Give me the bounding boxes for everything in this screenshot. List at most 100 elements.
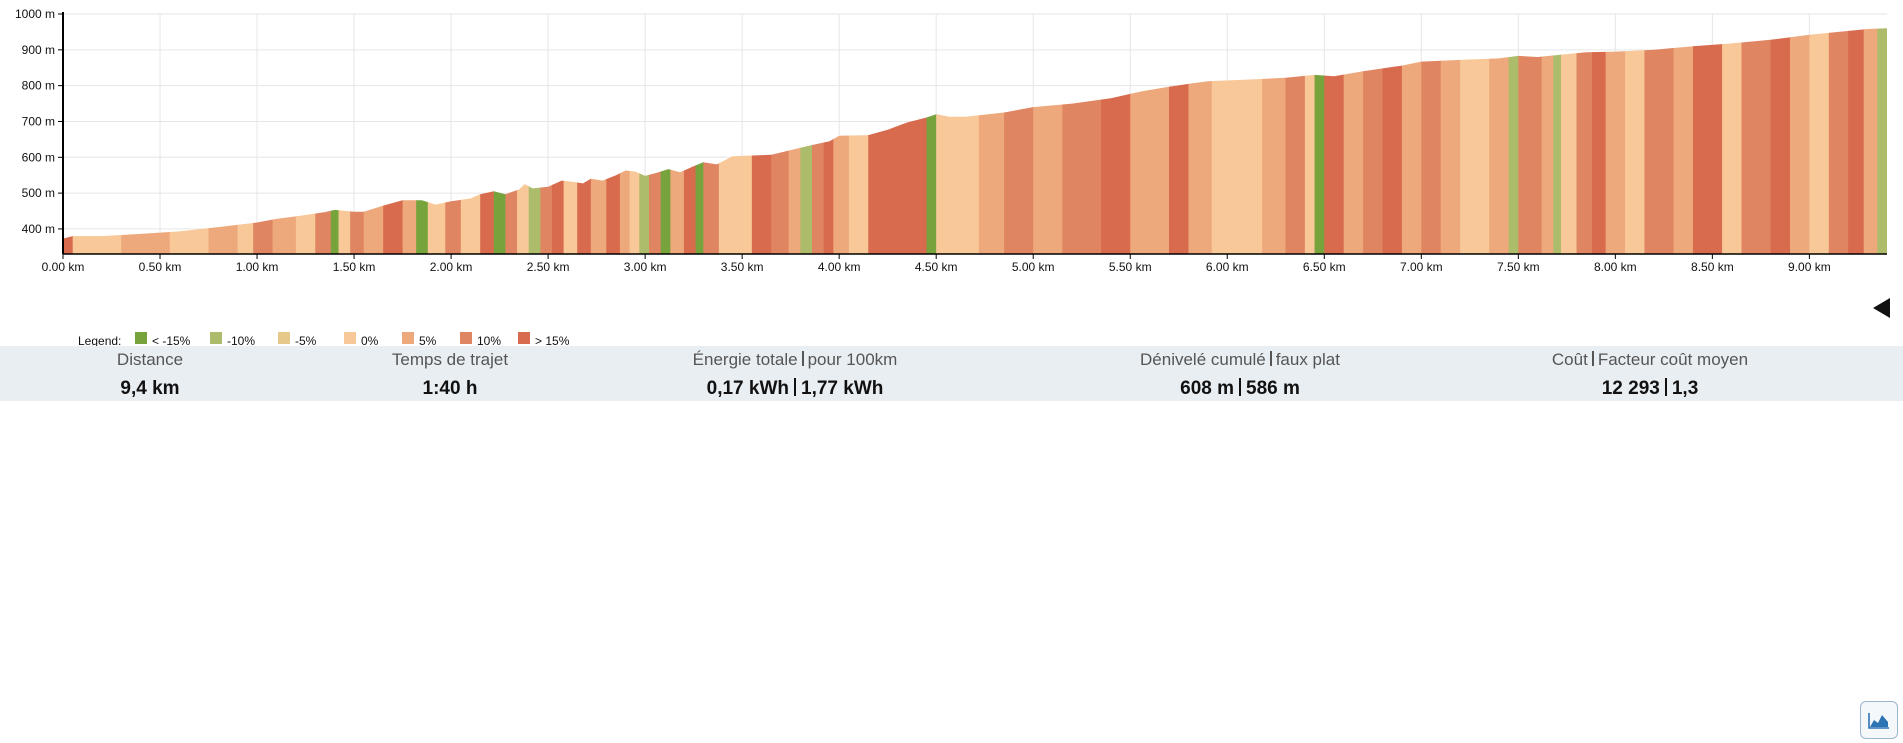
- gradient-segment: [868, 28, 898, 254]
- y-axis-ticks: 400 m 500 m 600 m 700 m 800 m 900 m 1000 m: [15, 7, 63, 236]
- distance-value: 9,4 km: [120, 378, 180, 399]
- gradient-segment: [823, 28, 834, 254]
- energy-value: 0,17 kWh 1,77 kWh: [645, 378, 945, 400]
- cost-factor-title: Facteur coût moyen: [1597, 350, 1749, 369]
- gradient-segment: [1625, 28, 1646, 254]
- stat-elevation: Dénivelé cumulé faux plat 608 m 586 m: [1090, 346, 1390, 400]
- stat-distance: Distance 9,4 km: [0, 346, 300, 400]
- gradient-segment: [330, 28, 340, 254]
- gradient-segment: [660, 28, 671, 254]
- gradient-segment: [1741, 28, 1772, 254]
- separator: [801, 351, 804, 366]
- x-tick-label: 6.50 km: [1303, 260, 1346, 274]
- legend-swatch: [210, 332, 222, 344]
- energy-total-value: 0,17 kWh: [706, 378, 789, 399]
- x-tick-label: 1.50 km: [333, 260, 376, 274]
- separator: [1664, 378, 1667, 396]
- gradient-segment: [1460, 28, 1490, 254]
- gradient-segment: [1440, 28, 1461, 254]
- x-tick-label: 3.00 km: [624, 260, 667, 274]
- stat-travel-time: Temps de trajet 1:40 h: [300, 346, 600, 400]
- y-tick-label: 400 m: [22, 222, 55, 236]
- gradient-segment: [402, 28, 417, 254]
- elevation-title: Dénivelé cumulé faux plat: [1090, 350, 1390, 370]
- distance-title: Distance: [116, 350, 184, 369]
- gradient-segment: [121, 28, 171, 254]
- x-tick-label: 4.00 km: [818, 260, 861, 274]
- gradient-segment: [951, 28, 980, 254]
- gradient-segment: [1285, 28, 1306, 254]
- gradient-segment: [493, 28, 507, 254]
- gradient-segment: [1828, 28, 1849, 254]
- gradient-segment: [1062, 28, 1102, 254]
- gradient-segment: [528, 28, 541, 254]
- gradient-segment: [1848, 28, 1865, 254]
- gradient-segment: [72, 28, 122, 254]
- cost-value-a: 12 293: [1601, 378, 1660, 399]
- gradient-segment: [1101, 28, 1131, 254]
- gradient-segment: [703, 28, 720, 254]
- gradient-segment: [551, 28, 565, 254]
- gradient-segment: [1863, 28, 1878, 254]
- gradient-segment: [1508, 28, 1519, 254]
- gradient-segment: [619, 28, 631, 254]
- energy-title: Énergie totale pour 100km: [645, 350, 945, 370]
- gradient-segment: [812, 28, 825, 254]
- gradient-segment: [416, 28, 429, 254]
- x-tick-label: 3.50 km: [721, 260, 764, 274]
- gradient-segment: [350, 28, 365, 254]
- gradient-segment: [1722, 28, 1743, 254]
- legend-item-label: 10%: [477, 334, 501, 346]
- gradient-segment: [315, 28, 332, 254]
- x-tick-label: 2.00 km: [430, 260, 473, 274]
- x-tick-label: 7.00 km: [1400, 260, 1443, 274]
- x-tick-label: 8.00 km: [1594, 260, 1637, 274]
- cost-factor-value: 1,3: [1671, 378, 1699, 399]
- travel-time-value: 1:40 h: [422, 378, 478, 399]
- x-tick-label: 0.00 km: [42, 260, 85, 274]
- legend-swatch: [518, 332, 530, 344]
- y-tick-label: 600 m: [22, 150, 55, 164]
- energy-per100-value: 1,77 kWh: [801, 378, 884, 399]
- gradient-segment: [590, 28, 607, 254]
- gradient-segment: [1211, 28, 1238, 254]
- gradient-legend: Legend: < -15% -10% -5% 0% 5% 10% > 15%: [78, 332, 570, 346]
- y-tick-label: 1000 m: [15, 7, 55, 21]
- x-tick-label: 2.50 km: [527, 260, 570, 274]
- position-marker-icon[interactable]: [1873, 298, 1890, 318]
- gradient-segment: [1644, 28, 1675, 254]
- false-flat-value: 586 m: [1246, 378, 1300, 399]
- x-tick-label: 5.00 km: [1012, 260, 1055, 274]
- gradient-segment: [383, 28, 404, 254]
- legend-item-label: -10%: [227, 334, 255, 346]
- gradient-segment: [363, 28, 384, 254]
- cost-value: 12 293 1,3: [1500, 378, 1800, 400]
- gradient-segment: [1518, 28, 1543, 254]
- gradient-segment: [237, 28, 254, 254]
- gradient-segment: [1236, 28, 1263, 254]
- legend-title: Legend:: [78, 334, 121, 346]
- chart-axes: [62, 12, 1887, 255]
- elevation-gain-value: 608 m: [1180, 378, 1234, 399]
- stat-cost: Coût Facteur coût moyen 12 293 1,3: [1500, 346, 1800, 400]
- gradient-segment: [1188, 28, 1213, 254]
- gradient-segment: [1314, 28, 1325, 254]
- x-tick-label: 0.50 km: [139, 260, 182, 274]
- y-tick-label: 900 m: [22, 43, 55, 57]
- y-tick-label: 500 m: [22, 186, 55, 200]
- gradient-segment: [936, 28, 953, 254]
- x-tick-label: 1.00 km: [236, 260, 279, 274]
- legend-item-label: > 15%: [535, 334, 570, 346]
- gradient-segment: [208, 28, 239, 254]
- chart-toggle-button[interactable]: [1860, 701, 1898, 739]
- elevation-value: 608 m 586 m: [1090, 378, 1390, 400]
- gradient-segment: [1692, 28, 1723, 254]
- gradient-segment: [1421, 28, 1442, 254]
- gradient-segment: [1304, 28, 1316, 254]
- gradient-segment: [1576, 28, 1593, 254]
- gradient-segment: [606, 28, 621, 254]
- gradient-segment: [1561, 28, 1578, 254]
- gradient-segment: [833, 28, 850, 254]
- x-tick-label: 7.50 km: [1497, 260, 1540, 274]
- gradient-segment: [1809, 28, 1830, 254]
